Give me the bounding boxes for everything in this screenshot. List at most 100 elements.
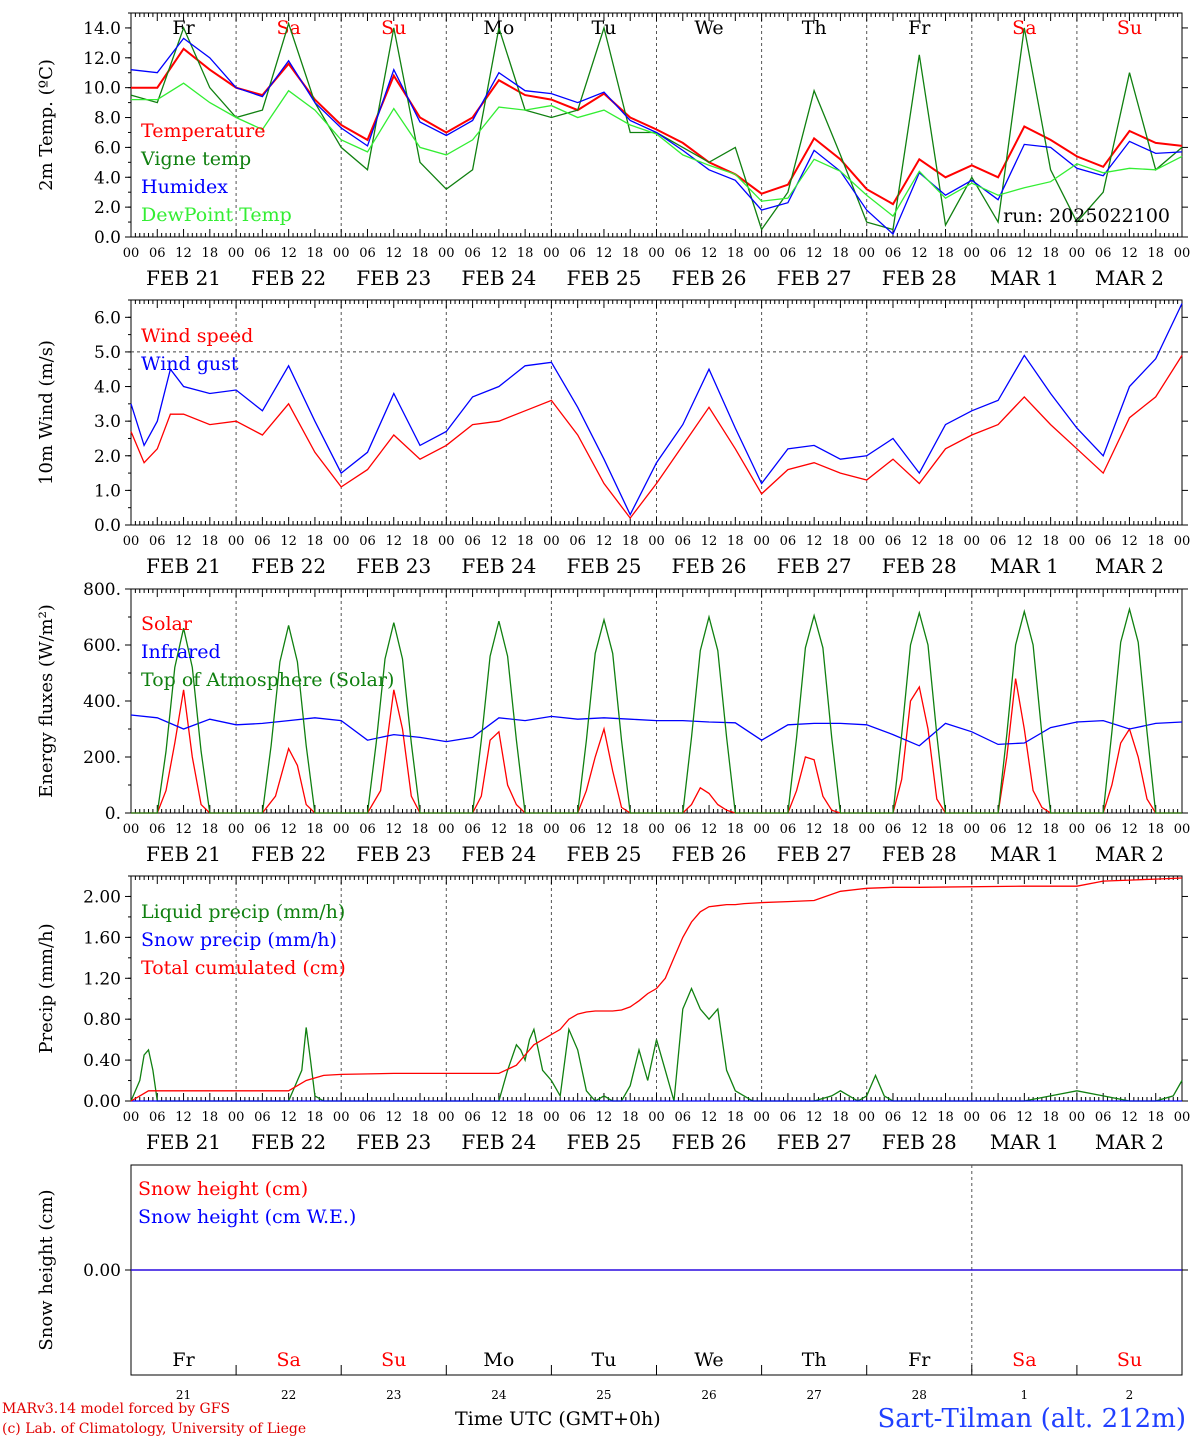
hour-tick-label: 00	[123, 246, 140, 261]
hour-tick-label: 12	[280, 822, 297, 837]
y-axis-label: Snow height (cm)	[36, 1189, 57, 1350]
hour-tick-label: 18	[412, 534, 429, 549]
date-label: MAR 1	[990, 842, 1059, 866]
hour-tick-label: 06	[359, 1110, 376, 1125]
hour-tick-label: 06	[359, 246, 376, 261]
hour-tick-label: 18	[1042, 246, 1059, 261]
hour-tick-label: 06	[149, 534, 166, 549]
day-number-label: 28	[912, 1388, 927, 1402]
day-name-label: Fr	[172, 1349, 195, 1371]
hour-tick-label: 00	[438, 822, 455, 837]
hour-tick-label: 12	[491, 246, 508, 261]
y-tick-label: 400.	[83, 692, 121, 712]
hour-tick-label: 00	[648, 822, 665, 837]
day-name-label: Mo	[483, 1349, 514, 1371]
date-label: FEB 21	[146, 554, 221, 578]
date-label: FEB 23	[356, 842, 431, 866]
hour-tick-label: 12	[491, 822, 508, 837]
date-label: MAR 2	[1095, 266, 1164, 290]
hour-tick-label: 06	[359, 534, 376, 549]
hour-tick-label: 00	[438, 246, 455, 261]
hour-tick-label: 00	[543, 822, 560, 837]
hour-tick-label: 12	[596, 822, 613, 837]
hour-tick-label: 12	[280, 246, 297, 261]
day-name-label: We	[694, 1349, 723, 1371]
hour-tick-label: 06	[569, 822, 586, 837]
hour-tick-label: 00	[753, 822, 770, 837]
hour-tick-label: 12	[806, 534, 823, 549]
run-label: run: 2025022100	[1003, 205, 1170, 227]
hour-tick-label: 12	[175, 534, 192, 549]
legend-entry: Wind speed	[141, 325, 253, 347]
hour-tick-label: 06	[254, 246, 271, 261]
hour-tick-label: 00	[333, 534, 350, 549]
hour-tick-label: 18	[202, 534, 219, 549]
copyright-credit: (c) Lab. of Climatology, University of L…	[2, 1421, 307, 1437]
date-label: FEB 23	[356, 554, 431, 578]
hour-tick-label: 06	[569, 534, 586, 549]
hour-tick-label: 06	[464, 1110, 481, 1125]
time-axis-label: Time UTC (GMT+0h)	[455, 1408, 661, 1430]
hour-tick-label: 00	[123, 822, 140, 837]
y-tick-label: 3.0	[94, 412, 121, 432]
y-tick-label: 4.0	[94, 378, 121, 398]
hour-tick-label: 18	[412, 822, 429, 837]
hour-tick-label: 18	[937, 246, 954, 261]
day-name-label: Fr	[908, 1349, 931, 1371]
y-axis-label: Energy fluxes (W/m²)	[36, 604, 57, 798]
hour-tick-label: 18	[622, 534, 639, 549]
hour-tick-label: 06	[675, 246, 692, 261]
series-line-liquid-precip-mm-h-	[130, 986, 1183, 1102]
legend-entry: Snow height (cm W.E.)	[138, 1206, 356, 1228]
hour-tick-label: 00	[648, 1110, 665, 1125]
hour-tick-label: 06	[990, 246, 1007, 261]
hour-tick-label: 18	[307, 246, 324, 261]
legend-entry: Infrared	[141, 641, 221, 663]
hour-tick-label: 06	[464, 534, 481, 549]
panel-frame	[130, 588, 1183, 814]
hour-tick-label: 06	[675, 534, 692, 549]
y-tick-label: 800.	[83, 580, 121, 600]
day-number-label: 22	[281, 1388, 296, 1402]
day-number-label: 24	[491, 1388, 507, 1402]
hour-tick-label: 12	[385, 822, 402, 837]
day-number-label: 27	[807, 1388, 822, 1402]
hour-tick-label: 12	[596, 534, 613, 549]
hour-tick-label: 06	[780, 1110, 797, 1125]
legend-entry: Humidex	[141, 176, 228, 198]
hour-tick-label: 06	[149, 822, 166, 837]
date-label: FEB 24	[461, 554, 536, 578]
y-tick-label: 2.0	[94, 198, 121, 218]
hour-tick-label: 12	[385, 534, 402, 549]
y-tick-label: 2.00	[83, 887, 121, 907]
hour-tick-label: 00	[858, 246, 875, 261]
hour-tick-label: 00	[228, 1110, 245, 1125]
y-tick-label: 4.0	[94, 168, 121, 188]
date-label: FEB 27	[777, 1130, 852, 1154]
series-line-dewpoint-temp	[131, 82, 1183, 218]
hour-tick-label: 18	[727, 534, 744, 549]
panel-frame	[130, 299, 1183, 526]
y-tick-label: 1.0	[94, 481, 121, 501]
hour-tick-label: 00	[228, 246, 245, 261]
hour-tick-label: 18	[832, 1110, 849, 1125]
y-tick-label: 0.80	[83, 1010, 121, 1030]
day-name-label: Sa	[276, 1349, 300, 1371]
hour-tick-label: 18	[937, 822, 954, 837]
date-label: MAR 1	[990, 266, 1059, 290]
hour-tick-label: 00	[1174, 246, 1191, 261]
hour-tick-label: 18	[622, 822, 639, 837]
date-label: MAR 2	[1095, 554, 1164, 578]
date-label: FEB 28	[882, 554, 957, 578]
hour-tick-label: 12	[385, 1110, 402, 1125]
day-name-label: Tu	[591, 1349, 616, 1371]
hour-tick-label: 18	[1042, 534, 1059, 549]
hour-tick-label: 18	[937, 1110, 954, 1125]
hour-tick-label: 18	[832, 246, 849, 261]
date-label: FEB 26	[672, 554, 747, 578]
date-label: FEB 25	[566, 266, 641, 290]
hour-tick-label: 00	[1174, 822, 1191, 837]
hour-tick-label: 06	[254, 822, 271, 837]
y-tick-label: 0.00	[83, 1092, 121, 1112]
hour-tick-label: 12	[175, 246, 192, 261]
